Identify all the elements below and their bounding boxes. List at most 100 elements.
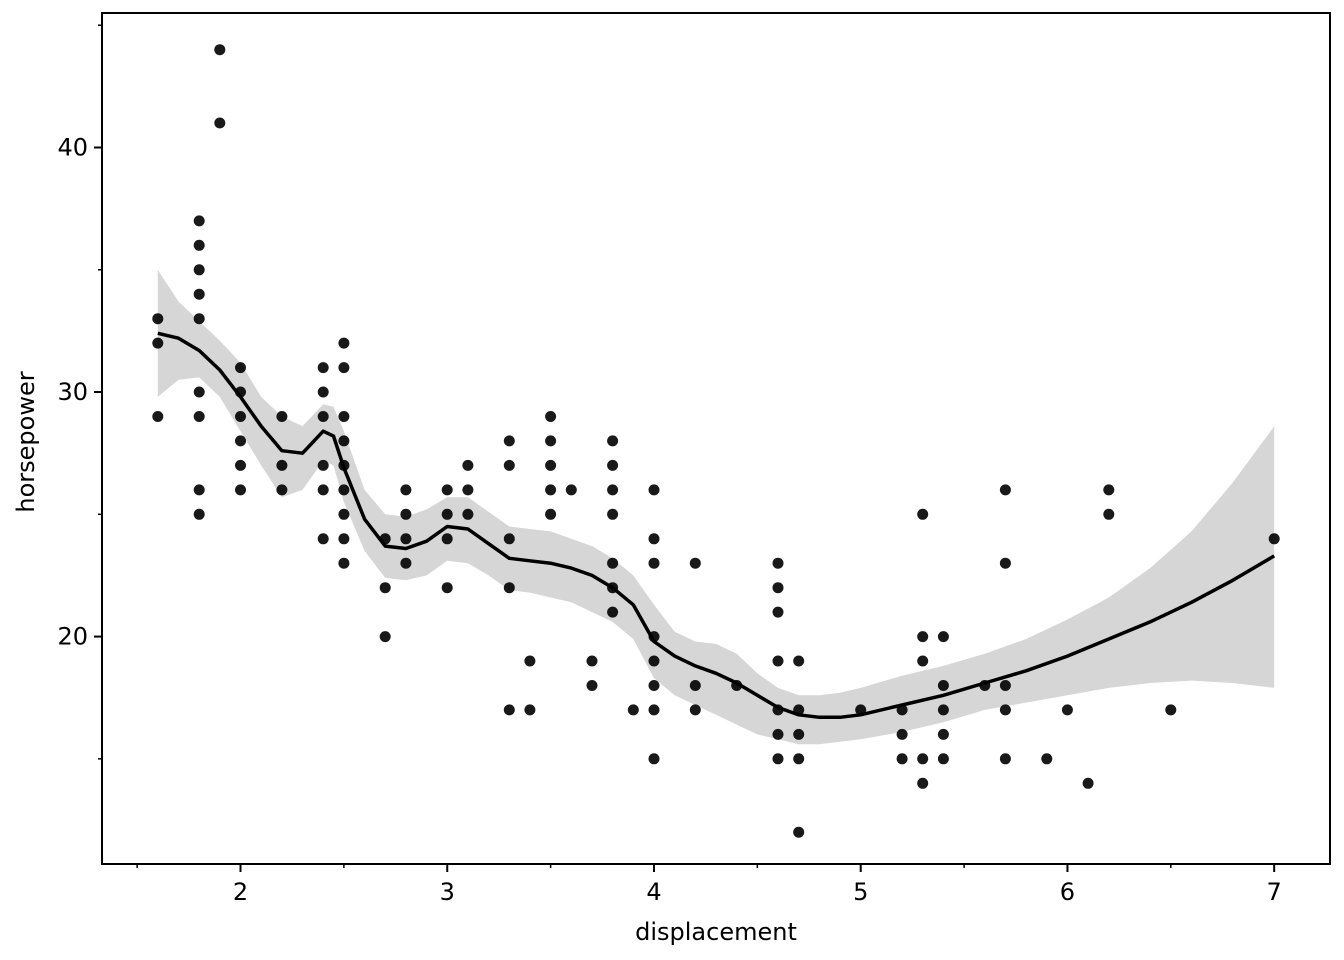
data-point bbox=[793, 704, 805, 716]
data-point bbox=[317, 411, 329, 422]
data-point bbox=[937, 753, 949, 765]
y-axis-label: horsepower bbox=[12, 371, 40, 512]
data-point bbox=[276, 411, 288, 422]
x-tick-label: 4 bbox=[646, 878, 661, 906]
data-point bbox=[855, 704, 867, 716]
y-tick-label: 30 bbox=[57, 378, 88, 406]
data-point bbox=[1061, 704, 1073, 716]
data-point bbox=[793, 753, 805, 765]
x-axis: 2 3 4 5 6 7 bbox=[136, 864, 1282, 906]
data-point bbox=[793, 826, 805, 838]
data-point bbox=[524, 655, 536, 667]
data-point bbox=[276, 484, 288, 496]
data-point bbox=[999, 484, 1011, 496]
x-axis-label: displacement bbox=[635, 918, 797, 946]
data-point bbox=[235, 362, 246, 374]
data-point bbox=[917, 631, 929, 643]
x-tick-label: 3 bbox=[440, 878, 455, 906]
data-point bbox=[235, 435, 246, 447]
smooth-line-layer bbox=[157, 331, 1276, 720]
data-point bbox=[400, 484, 412, 496]
data-point bbox=[1103, 508, 1115, 520]
data-point bbox=[937, 704, 949, 716]
data-point bbox=[648, 680, 660, 691]
data-point bbox=[731, 680, 743, 691]
data-point bbox=[193, 411, 205, 422]
data-point bbox=[607, 606, 619, 618]
data-point bbox=[545, 484, 557, 496]
data-point bbox=[503, 704, 515, 716]
data-point bbox=[772, 557, 784, 569]
data-point bbox=[193, 239, 205, 251]
data-point bbox=[235, 411, 246, 422]
data-point bbox=[462, 508, 474, 520]
data-point bbox=[214, 117, 226, 129]
data-point bbox=[317, 533, 329, 545]
data-point bbox=[400, 508, 412, 520]
data-point bbox=[462, 484, 474, 496]
confidence-band-layer bbox=[157, 269, 1275, 745]
data-point bbox=[152, 411, 164, 422]
data-point bbox=[689, 557, 701, 569]
data-point bbox=[193, 288, 205, 300]
data-point bbox=[917, 777, 929, 789]
data-point bbox=[441, 533, 453, 545]
data-point bbox=[441, 582, 453, 594]
data-point bbox=[772, 582, 784, 594]
x-tick-label: 2 bbox=[233, 878, 248, 906]
plot-frame bbox=[101, 12, 1331, 865]
data-point bbox=[338, 362, 350, 374]
data-point bbox=[338, 484, 350, 496]
data-point bbox=[317, 484, 329, 496]
data-point bbox=[441, 508, 453, 520]
data-point bbox=[607, 435, 619, 447]
data-point bbox=[607, 557, 619, 569]
data-point bbox=[400, 557, 412, 569]
data-point bbox=[338, 435, 350, 447]
data-point bbox=[1165, 704, 1177, 716]
y-tick-label: 40 bbox=[57, 133, 88, 161]
x-tick-label: 5 bbox=[853, 878, 868, 906]
data-point bbox=[193, 508, 205, 520]
data-point bbox=[772, 655, 784, 667]
data-point bbox=[1103, 484, 1115, 496]
data-point bbox=[338, 337, 350, 349]
data-point bbox=[772, 606, 784, 618]
data-point bbox=[193, 264, 205, 276]
data-point bbox=[193, 386, 205, 398]
data-point bbox=[999, 680, 1011, 691]
data-point bbox=[545, 435, 557, 447]
data-point bbox=[379, 582, 391, 594]
data-point bbox=[586, 655, 598, 667]
data-point bbox=[338, 411, 350, 422]
data-point bbox=[648, 655, 660, 667]
data-point bbox=[524, 704, 536, 716]
points-layer bbox=[152, 44, 1280, 838]
data-point bbox=[607, 508, 619, 520]
data-point bbox=[648, 533, 660, 545]
data-point bbox=[276, 459, 288, 471]
data-point bbox=[338, 533, 350, 545]
data-point bbox=[152, 337, 164, 349]
data-point bbox=[917, 508, 929, 520]
data-point bbox=[627, 704, 639, 716]
data-point bbox=[586, 680, 598, 691]
data-point bbox=[896, 704, 908, 716]
data-point bbox=[193, 313, 205, 325]
data-point bbox=[648, 704, 660, 716]
data-point bbox=[338, 508, 350, 520]
data-point bbox=[648, 484, 660, 496]
data-point bbox=[1268, 533, 1280, 545]
data-point bbox=[193, 215, 205, 227]
data-point bbox=[999, 753, 1011, 765]
data-point bbox=[896, 753, 908, 765]
data-point bbox=[937, 728, 949, 740]
data-point bbox=[235, 386, 246, 398]
data-point bbox=[379, 533, 391, 545]
data-point bbox=[772, 753, 784, 765]
data-point bbox=[979, 680, 991, 691]
x-tick-label: 6 bbox=[1060, 878, 1075, 906]
data-point bbox=[545, 411, 557, 422]
x-tick-label: 7 bbox=[1267, 878, 1282, 906]
data-point bbox=[896, 728, 908, 740]
